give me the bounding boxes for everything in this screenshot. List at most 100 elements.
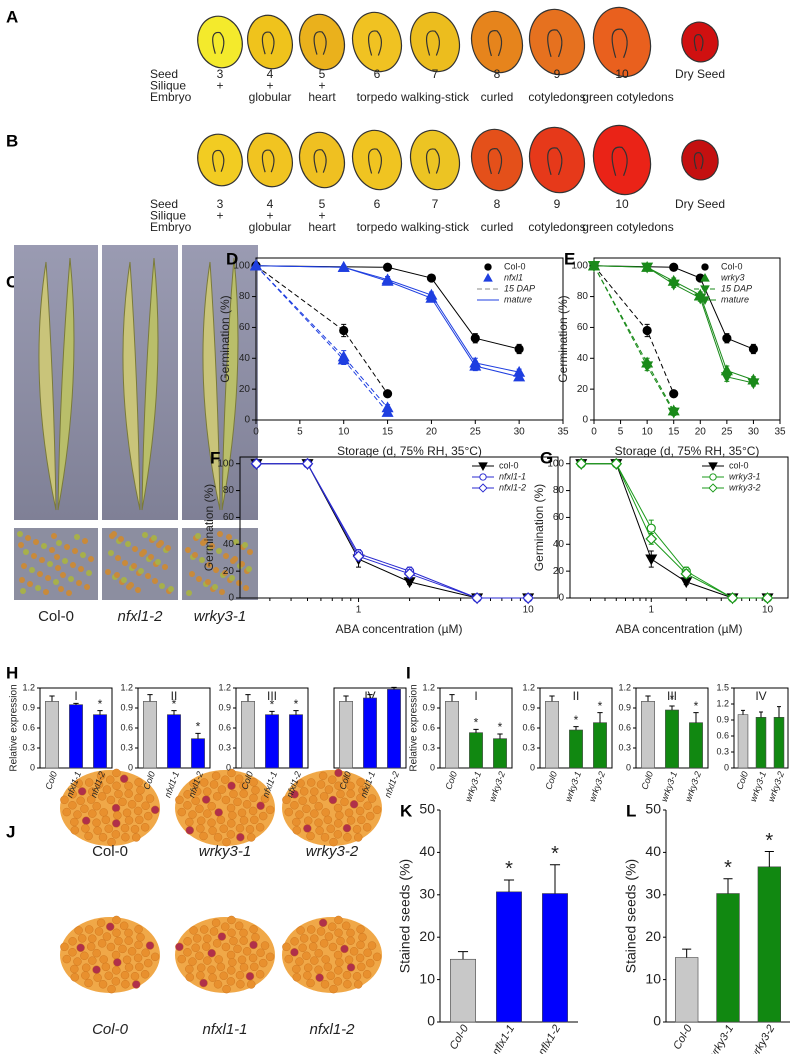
series-line — [255, 265, 388, 395]
seed-dot — [299, 787, 309, 796]
panel-letter: J — [6, 822, 15, 841]
y-tick-label: 10 — [645, 970, 661, 986]
genotype-label: wrky3-1 — [199, 843, 252, 860]
marker — [339, 325, 349, 336]
series-line — [255, 265, 388, 413]
seed-dot — [84, 778, 94, 787]
bar — [689, 722, 703, 769]
seed-dot — [314, 965, 323, 974]
legend-label: mature — [721, 294, 749, 304]
seed-dot — [88, 934, 97, 943]
y-tick-label: 0 — [558, 593, 564, 604]
seed-dot — [97, 792, 107, 801]
seed-dot — [70, 973, 80, 982]
seed-dot — [76, 943, 85, 953]
seed-dot — [217, 531, 223, 537]
seed-number: 10 — [615, 67, 629, 81]
seed-dot — [295, 810, 304, 819]
y-tick-label: 0.6 — [218, 722, 231, 732]
seed-dot — [290, 801, 299, 810]
seed-dot — [183, 801, 192, 810]
seed-dot — [125, 541, 131, 547]
seed-drawing — [681, 139, 719, 181]
x-tick-label: 5 — [618, 427, 624, 438]
x-tick-label: wrky3-2 — [766, 770, 786, 803]
seed-dot — [222, 984, 231, 994]
x-tick-label: wrky3-1 — [706, 1023, 736, 1054]
seed-dot — [233, 797, 242, 807]
x-tick-label: Col0 — [543, 770, 559, 791]
seed-dot — [73, 957, 82, 966]
y-tick-label: 50 — [645, 801, 661, 817]
seed-dot — [145, 941, 155, 950]
seed-dot — [206, 562, 212, 568]
seed-dot — [334, 781, 343, 791]
error-bar — [759, 711, 763, 718]
seed-dot — [68, 790, 77, 799]
seed-drawing — [528, 8, 586, 76]
seed-dot — [74, 534, 80, 540]
seed-dot — [133, 953, 143, 963]
seed-dot — [239, 781, 248, 791]
seed-dot — [315, 826, 324, 835]
seed-dot — [122, 560, 128, 566]
bar — [773, 717, 785, 769]
seed-dot — [113, 811, 122, 820]
y-tick-label: 0.6 — [22, 722, 35, 732]
seed-dot — [242, 947, 252, 956]
seed-dot — [329, 984, 338, 994]
y-tick-label: 1.2 — [522, 682, 535, 692]
seed-dot — [205, 579, 211, 585]
seed-dot — [315, 973, 324, 982]
seed-dot — [192, 934, 202, 943]
error-bar — [597, 712, 603, 723]
seed-dot — [192, 787, 202, 796]
seed-dot — [344, 955, 354, 965]
seed-dot — [216, 962, 226, 972]
y-tick-label: 0 — [228, 593, 234, 604]
error-bar — [293, 710, 299, 715]
seed-dot — [112, 819, 121, 828]
legend-marker — [701, 263, 709, 271]
seed-dot — [188, 810, 197, 819]
error-bar — [367, 694, 373, 698]
seed-number: 6 — [374, 67, 381, 81]
y-tick-label: 40 — [419, 843, 435, 859]
seed-dot — [118, 944, 127, 954]
seed-dot — [86, 570, 92, 576]
y-tick-label: 1.2 — [618, 682, 631, 692]
seed-dot — [219, 971, 228, 981]
seed-dot — [303, 816, 313, 825]
seed-dot — [60, 572, 66, 578]
y-tick-label: 0 — [427, 1013, 435, 1029]
legend-label: nfxl1 — [504, 272, 523, 282]
x-tick-label: Col0 — [141, 770, 157, 791]
y-tick-label: 1.2 — [22, 682, 35, 692]
x-tick-label: nflx1-1 — [490, 1023, 517, 1054]
significance-mark: * — [294, 697, 299, 711]
seed-dot — [107, 837, 116, 847]
y-tick-label: 80 — [223, 485, 235, 496]
seed-dot — [335, 811, 344, 820]
y-tick-label: 0.3 — [716, 746, 729, 756]
seed-dot — [207, 965, 216, 974]
seed-number: 3 — [217, 67, 224, 81]
series-line — [255, 265, 520, 378]
seed-dot — [310, 934, 319, 943]
seed-dot — [310, 787, 319, 796]
marker — [720, 372, 733, 384]
seed-dot — [105, 569, 111, 575]
seed-dot — [196, 963, 206, 972]
seed-dot — [346, 963, 356, 972]
plot-frame — [255, 257, 564, 421]
seed-dot — [92, 801, 101, 811]
seed-dot — [131, 833, 141, 842]
plot-frame — [569, 456, 789, 599]
y-tick-label: 80 — [553, 485, 565, 496]
seed-dot — [151, 535, 157, 541]
marker — [667, 279, 680, 291]
seed-dot — [133, 806, 143, 816]
x-tick-label: 0 — [253, 427, 259, 438]
seed-dot — [199, 831, 208, 841]
error-bar — [171, 710, 177, 715]
